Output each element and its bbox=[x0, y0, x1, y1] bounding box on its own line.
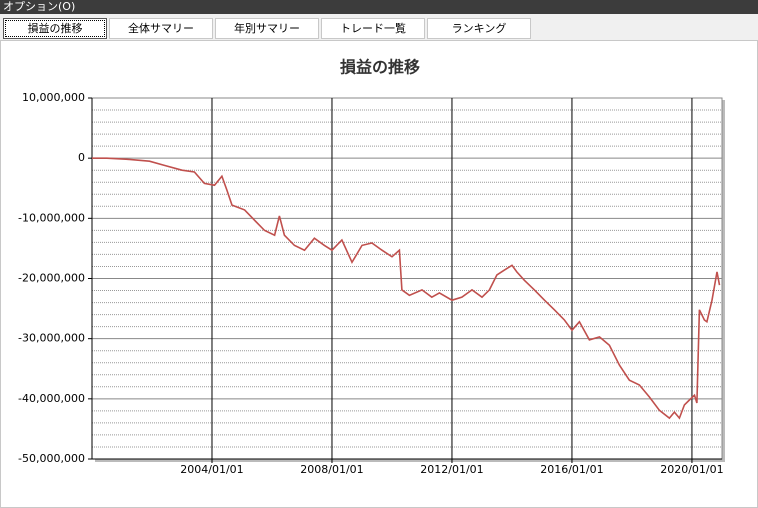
x-tick-label: 2016/01/01 bbox=[540, 463, 603, 476]
data-line bbox=[92, 157, 721, 420]
tab[interactable]: 損益の推移 bbox=[3, 18, 107, 39]
y-tick-label: -20,000,000 bbox=[18, 272, 85, 285]
y-tick-label: -50,000,000 bbox=[18, 452, 85, 465]
tab[interactable]: トレード一覧 bbox=[321, 18, 425, 39]
x-tick-label: 2004/01/01 bbox=[180, 463, 243, 476]
tab[interactable]: ランキング bbox=[427, 18, 531, 39]
x-tick-label: 2012/01/01 bbox=[420, 463, 483, 476]
menu-bar[interactable]: オプション(O) bbox=[0, 0, 758, 14]
y-tick-label: 10,000,000 bbox=[22, 91, 85, 104]
chart-title: 損益の推移 bbox=[340, 58, 420, 77]
y-tick-label: 0 bbox=[78, 151, 85, 164]
x-tick-label: 2008/01/01 bbox=[300, 463, 363, 476]
y-tick-label: -10,000,000 bbox=[18, 211, 85, 224]
x-tick-label: 2020/01/01 bbox=[660, 463, 723, 476]
tab[interactable]: 年別サマリー bbox=[215, 18, 319, 39]
tab[interactable]: 全体サマリー bbox=[109, 18, 213, 39]
y-tick-label: -30,000,000 bbox=[18, 332, 85, 345]
y-tick-label: -40,000,000 bbox=[18, 392, 85, 405]
